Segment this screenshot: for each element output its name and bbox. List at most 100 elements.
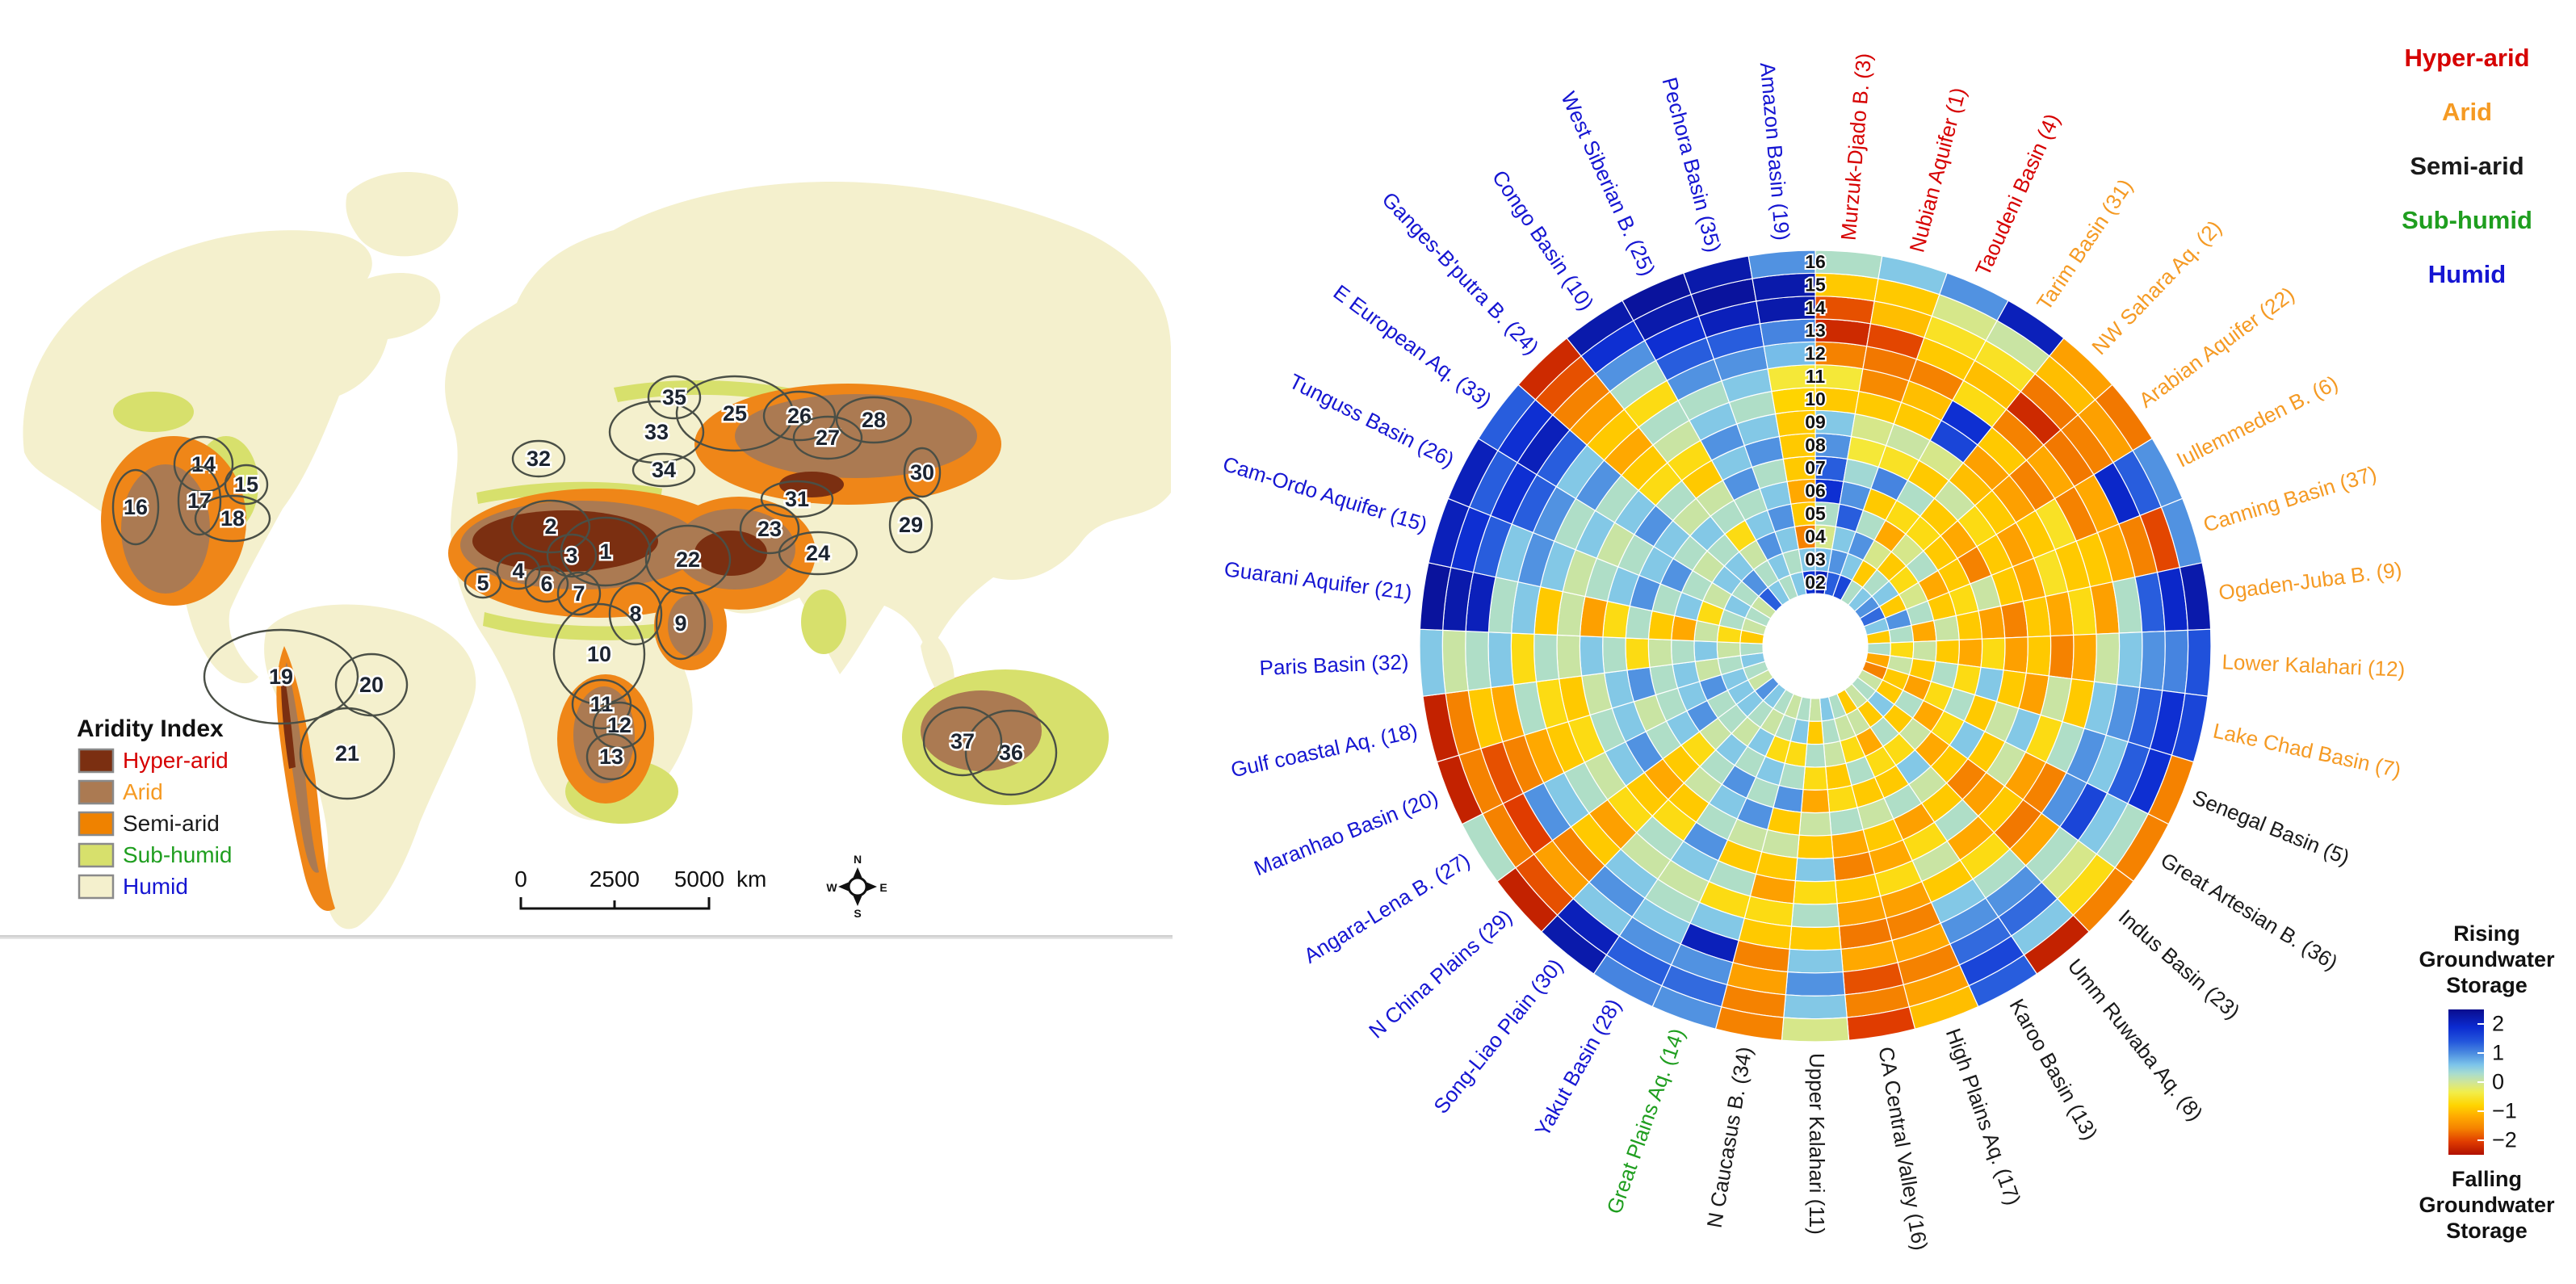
heatmap-cell <box>1625 605 1653 640</box>
basin-outline <box>778 531 858 576</box>
basin-outline <box>647 375 702 420</box>
basin-number: 16 <box>124 495 148 519</box>
basin-outline <box>592 701 647 749</box>
colorbar-tick-label: 2 <box>2492 1011 2505 1036</box>
heatmap-cells <box>1419 250 2212 1043</box>
heatmap-cell <box>1487 632 1515 689</box>
compass-letter-s: S <box>854 907 861 920</box>
heatmap-cell <box>2162 629 2189 694</box>
basin-number: 1 <box>599 539 611 564</box>
basin-outline <box>739 503 800 555</box>
aridity-class-legend: Hyper-arid Arid Semi-arid Sub-humid Humid <box>2366 31 2568 301</box>
basin-outline <box>524 564 569 603</box>
basin-label: N Caucasus B. (34) <box>1702 1045 1757 1230</box>
subhumid-sahel <box>483 612 696 640</box>
heatmap-cell <box>1798 812 1832 837</box>
basin-outline <box>511 439 566 478</box>
heatmap-cell <box>1785 971 1846 997</box>
basin-label: NW Sahara Aq. (2) <box>2087 216 2226 359</box>
heatmap-cell <box>1804 743 1827 768</box>
heatmap-cell <box>2116 632 2143 689</box>
basin-number: 6 <box>540 572 552 596</box>
basin-outline <box>644 524 732 595</box>
aridity-legend-item-semi-arid: Semi-arid <box>2410 152 2524 180</box>
basin-outline <box>888 496 933 554</box>
legend-label-semi-arid: Semi-arid <box>123 811 220 836</box>
heatmap-cell <box>1935 639 1960 665</box>
basin-number: 27 <box>816 426 840 450</box>
basin-outline <box>464 567 502 599</box>
colorbar-title-line: Groundwater <box>2419 947 2555 971</box>
basin-outline <box>631 452 696 488</box>
legend-label-hyper-arid: Hyper-arid <box>123 748 229 773</box>
heatmap-cell <box>1441 629 1469 694</box>
basin-outline <box>556 571 602 616</box>
basin-outline <box>903 447 942 498</box>
basin-outline <box>762 390 837 442</box>
basin-number: 15 <box>234 472 258 497</box>
basin-number: 2 <box>544 514 556 539</box>
year-label: 03 <box>1805 549 1826 570</box>
scale-tick-label: 0 <box>514 866 527 892</box>
arid-andes-strip <box>283 662 319 873</box>
heatmap-cell <box>1999 600 2028 639</box>
basin-number: 14 <box>191 452 216 476</box>
compass-letter-w: W <box>826 881 837 894</box>
heatmap-cell <box>2139 630 2166 691</box>
aridity-legend-item-humid: Humid <box>2427 260 2507 288</box>
basin-label: Yakut Basin (28) <box>1529 995 1626 1141</box>
basin-number: 28 <box>862 408 886 432</box>
island-japan <box>1022 428 1038 485</box>
basin-outline <box>194 494 271 543</box>
heatmap-cell <box>1465 630 1491 691</box>
heatmap-cell <box>1747 250 1816 279</box>
compass-circle <box>847 876 868 897</box>
basin-label: Lower Kalahari (12) <box>2221 649 2406 682</box>
basin-label: West Siberian B. (25) <box>1556 88 1660 279</box>
basin-outline <box>608 581 663 646</box>
year-label: 05 <box>1805 503 1826 524</box>
basin-number: 22 <box>676 548 700 572</box>
basin-label: CA Central Valley (16) <box>1874 1045 1933 1253</box>
basin-outline <box>510 499 591 554</box>
year-label: 14 <box>1805 297 1826 318</box>
heatmap-cell <box>1794 857 1836 883</box>
colorbar: 2 1 0 −1 −2 <box>2392 1005 2576 1166</box>
basin-outline <box>655 586 707 661</box>
heatmap-cell <box>1602 600 1631 639</box>
basin-number: 5 <box>476 571 489 595</box>
compass-south-arrow <box>853 895 862 906</box>
basin-outline <box>546 533 598 578</box>
basin-outline <box>585 732 637 781</box>
basin-label: Canning Basin (37) <box>2201 461 2380 537</box>
basin-number: 32 <box>527 447 551 471</box>
basin-number: 23 <box>757 517 782 541</box>
island-uk <box>464 334 489 355</box>
basin-number: 25 <box>723 401 747 426</box>
basin-outline <box>964 709 1058 796</box>
heatmap-cell <box>2184 628 2212 697</box>
basin-number: 21 <box>335 741 359 766</box>
heatmap-cell <box>2093 632 2121 686</box>
heatmap-cell <box>1789 925 1842 951</box>
colorbar-tick-mark <box>2477 1052 2487 1054</box>
basin-number: 18 <box>220 506 245 531</box>
compass-west-arrow <box>838 882 850 892</box>
groundwater-wheel-panel: Murzuk-Djado B. (3) Nubian Aquifer (1) Tao… <box>1171 0 2576 1280</box>
year-label: 07 <box>1805 457 1826 478</box>
colorbar-title-line: Rising <box>2453 921 2520 946</box>
colorbar-tick-label: 1 <box>2492 1040 2505 1065</box>
basin-label: Amazon Basin (19) <box>1756 61 1795 241</box>
heatmap-cell <box>1783 994 1848 1020</box>
basin-outline <box>552 602 646 706</box>
basin-label: High Plains Aq. (17) <box>1941 1025 2026 1208</box>
basin-label: Paris Basin (32) <box>1259 649 1409 680</box>
basin-number: 20 <box>359 673 384 697</box>
year-label: 15 <box>1805 275 1826 296</box>
heatmap-cell <box>1800 789 1831 814</box>
aridity-legend-item-arid: Arid <box>2442 98 2492 126</box>
heatmap-cell <box>1912 640 1937 662</box>
basin-outline <box>203 628 359 725</box>
basin-label: Senegal Basin (5) <box>2189 785 2353 870</box>
basin-label: Upper Kalahari (11) <box>1805 1053 1829 1235</box>
